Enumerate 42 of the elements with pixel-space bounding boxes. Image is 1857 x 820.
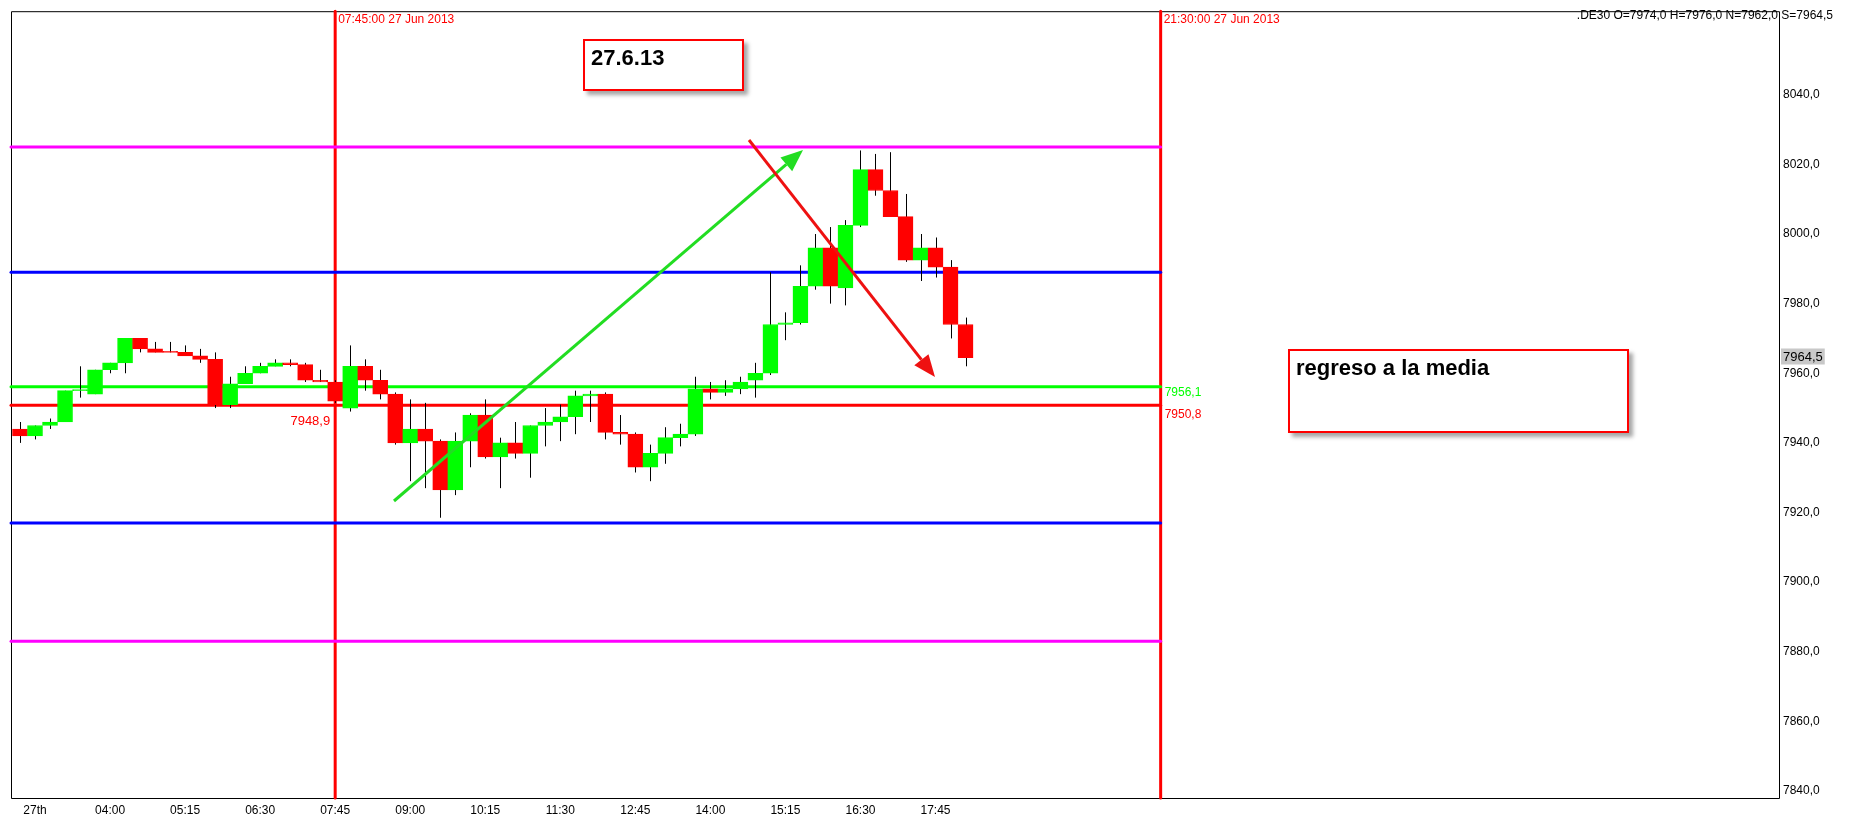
x-tick-label: 09:00 <box>395 802 426 817</box>
candlestick <box>567 390 584 435</box>
ref-line-label: 7950,8 <box>1164 406 1202 421</box>
candlestick <box>537 407 554 447</box>
annotation: 7964,5 <box>1783 349 1823 365</box>
x-tick-label: 12:45 <box>620 802 651 817</box>
x-tick-label: 27th <box>23 802 47 817</box>
y-tick-label: 7920,0 <box>1783 504 1821 519</box>
x-tick-label: 16:30 <box>845 802 876 817</box>
candlestick <box>402 398 419 482</box>
x-tick-label: 17:45 <box>920 802 951 817</box>
y-tick-label: 7860,0 <box>1783 713 1821 728</box>
text-box: regreso a la media <box>1288 349 1629 433</box>
y-tick-label: 8020,0 <box>1783 156 1821 171</box>
y-tick-label: 7940,0 <box>1783 435 1821 450</box>
candlestick <box>777 311 794 341</box>
candlestick <box>552 404 569 442</box>
x-tick-label: 06:30 <box>245 802 276 817</box>
x-tick-label: 14:00 <box>695 802 726 817</box>
annotation: 7948,9 <box>290 412 331 428</box>
annotation: .DE30 O=7974,0 H=7976,0 N=7962,0 S=7964,5 <box>1576 8 1833 22</box>
candlestick <box>117 337 133 374</box>
x-tick-label: 15:15 <box>770 802 801 817</box>
x-tick-label: 10:15 <box>470 802 501 817</box>
y-tick-label: 7960,0 <box>1783 365 1821 380</box>
x-tick-label: 07:45 <box>320 802 351 817</box>
x-tick-label: 05:15 <box>170 802 201 817</box>
candlestick <box>672 423 689 447</box>
x-tick-label: 04:00 <box>95 802 126 817</box>
ref-line-label: 07:45:00 27 Jun 2013 <box>338 11 455 26</box>
x-tick-label: 11:30 <box>545 802 576 817</box>
ref-line-label: 7956,1 <box>1164 385 1202 400</box>
y-tick-label: 7840,0 <box>1783 783 1821 798</box>
candlestick <box>612 414 629 446</box>
y-tick-label: 7980,0 <box>1783 295 1821 310</box>
y-tick-label: 8000,0 <box>1783 226 1821 241</box>
candlestick <box>867 153 884 197</box>
y-tick-label: 8040,0 <box>1783 87 1821 102</box>
ref-line-label: 21:30:00 27 Jun 2013 <box>1163 11 1281 26</box>
text-box: 27.6.13 <box>583 39 744 91</box>
y-tick-label: 7880,0 <box>1783 644 1821 659</box>
y-tick-label: 7900,0 <box>1783 574 1821 589</box>
